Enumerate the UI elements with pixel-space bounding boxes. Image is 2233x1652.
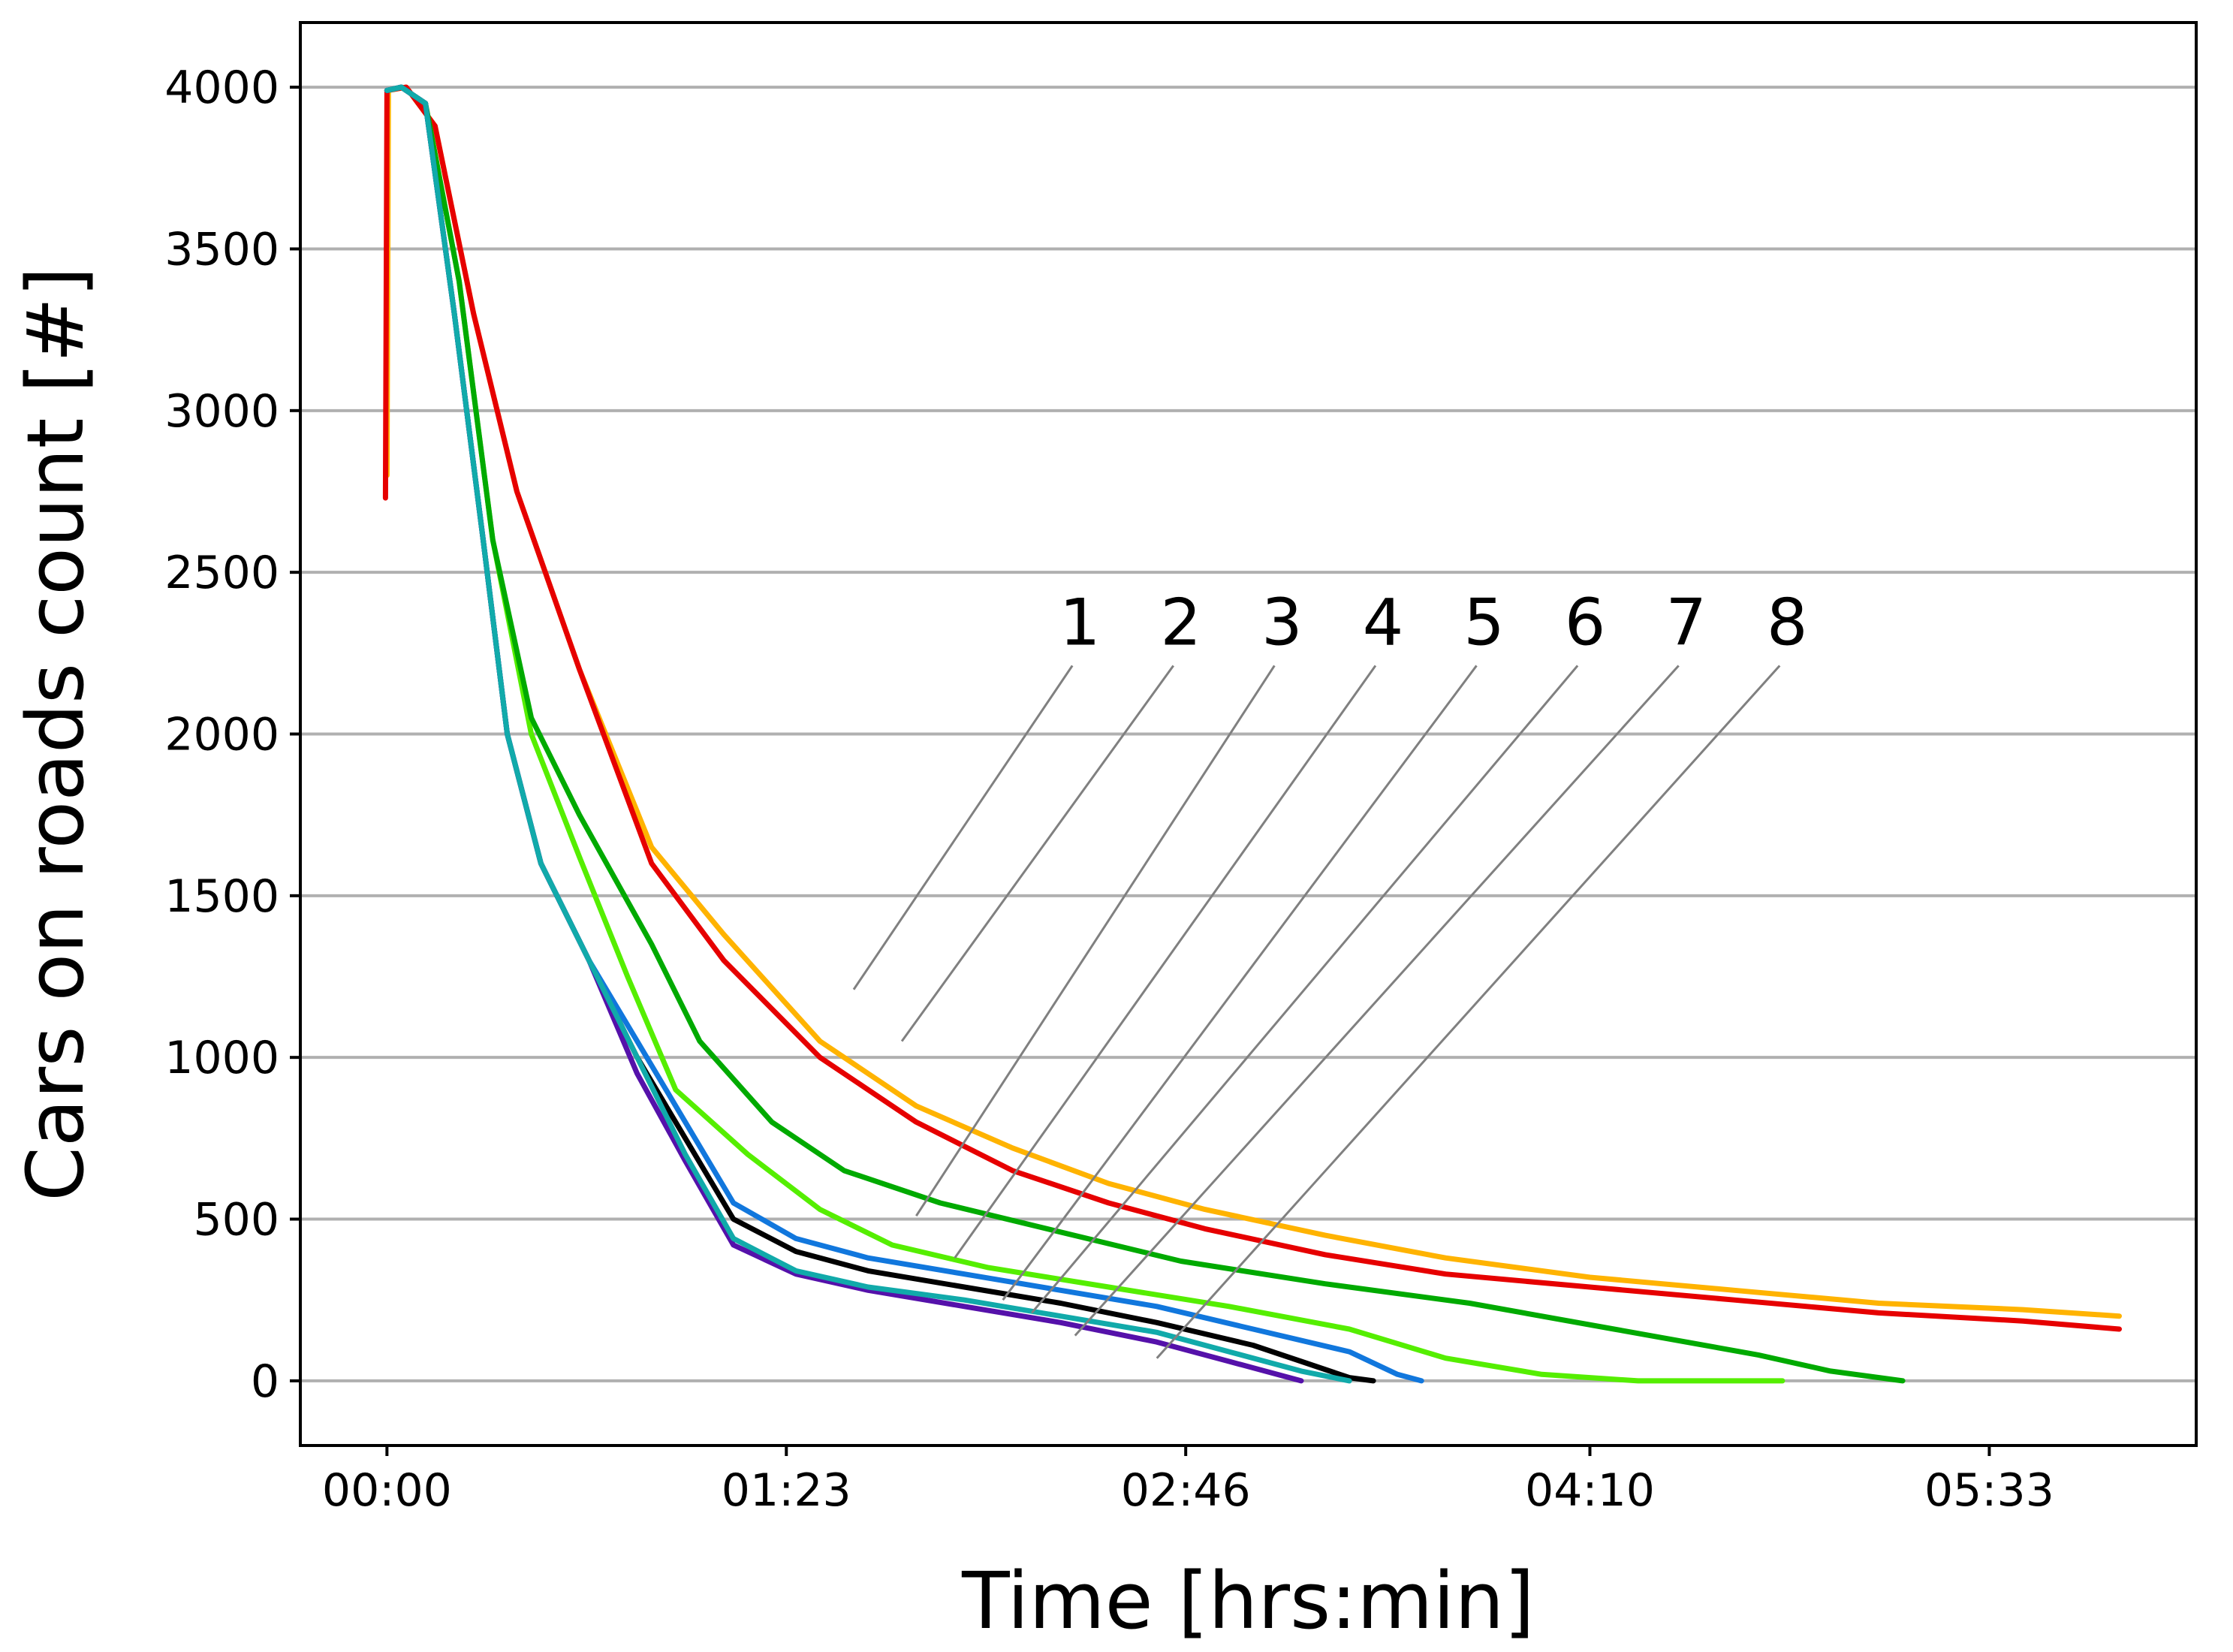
annotation-leader-7	[1074, 665, 1680, 1337]
annotation-leader-6	[1030, 665, 1579, 1314]
annotation-label-7: 7	[1665, 585, 1707, 660]
y-tick-label: 4000	[164, 62, 279, 114]
x-tick-label: 04:10	[1525, 1464, 1655, 1517]
annotation-label-4: 4	[1363, 585, 1404, 660]
series-lines	[382, 84, 2122, 1384]
x-tick-label: 02:46	[1121, 1464, 1251, 1517]
y-tick-label: 2500	[164, 547, 279, 599]
gridlines	[300, 86, 2196, 1382]
y-tick-label: 2000	[164, 709, 279, 761]
y-tick-label: 3500	[164, 223, 279, 276]
annotation-leader-8	[1156, 665, 1781, 1359]
series-line-1	[384, 84, 2122, 1319]
annotation-label-2: 2	[1160, 585, 1201, 660]
annotation-label-1: 1	[1059, 585, 1101, 660]
x-axis-title: Time [hrs:min]	[961, 1555, 1535, 1647]
annotation-label-6: 6	[1565, 585, 1606, 660]
series-line-2	[382, 84, 2122, 1332]
series-line-4	[384, 84, 1906, 1384]
y-tick-label: 3000	[164, 385, 279, 438]
x-tick-label: 00:00	[322, 1464, 452, 1517]
y-tick-label: 1500	[164, 870, 279, 923]
x-tick-label: 01:23	[722, 1464, 851, 1517]
x-tick-label: 05:33	[1924, 1464, 2054, 1517]
annotation-leader-5	[1002, 665, 1478, 1301]
y-tick-label: 1000	[164, 1032, 279, 1084]
series-line-8	[384, 84, 1352, 1384]
y-axis-title: Cars on roads count [#]	[10, 267, 101, 1201]
y-tick-label: 500	[193, 1194, 279, 1247]
annotation-leader-4	[954, 665, 1377, 1259]
y-axis: 0 500 1000 1500 2000 2500 3000 3500 4000	[164, 62, 300, 1408]
x-axis: 00:00 01:23 02:46 04:10 05:33	[322, 1446, 2054, 1517]
annotation-label-3: 3	[1261, 585, 1303, 660]
annotation-leader-1	[852, 665, 1074, 990]
annotation-label-5: 5	[1463, 585, 1505, 660]
annotation-label-8: 8	[1767, 585, 1808, 660]
annotation-leader-3	[915, 665, 1276, 1217]
annotation-leader-2	[900, 665, 1174, 1042]
y-tick-label: 0	[251, 1355, 279, 1408]
